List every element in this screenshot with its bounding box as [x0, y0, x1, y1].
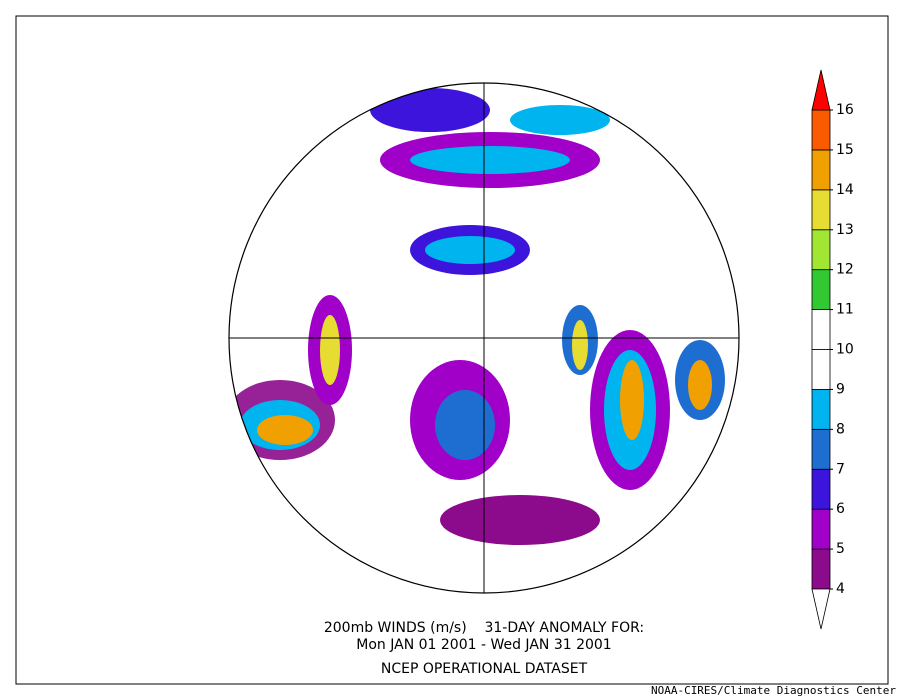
colorbar-label: 16 [836, 102, 854, 118]
colorbar-box [811, 109, 831, 151]
frame [15, 15, 889, 685]
colorbar-box [811, 428, 831, 470]
credit: NOAA-CIRES/Climate Diagnostics Center [651, 684, 896, 697]
colorbar-label: 10 [836, 342, 854, 358]
colorbar-label: 11 [836, 302, 854, 318]
anomaly-area [257, 415, 313, 445]
colorbar-label: 4 [836, 581, 845, 597]
anomaly-area [435, 390, 495, 460]
colorbar-label: 6 [836, 501, 845, 517]
colorbar-label: 12 [836, 262, 854, 278]
colorbar-label: 5 [836, 541, 845, 557]
colorbar-box [811, 189, 831, 231]
colorbar-label: 14 [836, 182, 854, 198]
colorbar-box [811, 508, 831, 550]
colorbar-label: 15 [836, 142, 854, 158]
colorbar-box [811, 229, 831, 271]
anomaly-area [410, 146, 570, 174]
caption-line: 200mb WINDS (m/s) 31-DAY ANOMALY FOR: [324, 620, 644, 636]
caption-line: Mon JAN 01 2001 - Wed JAN 31 2001 [356, 637, 611, 653]
colorbar-box [811, 548, 831, 590]
anomaly-area [425, 236, 515, 264]
anomaly-area [572, 320, 588, 370]
colorbar-label: 9 [836, 381, 845, 397]
colorbar-label: 13 [836, 222, 854, 238]
anomaly-area [320, 315, 340, 385]
colorbar-label: 8 [836, 421, 845, 437]
caption-line: NCEP OPERATIONAL DATASET [381, 661, 588, 677]
colorbar-box [811, 389, 831, 430]
colorbar-box [811, 149, 831, 191]
colorbar-over [811, 69, 831, 111]
wind-anomaly-field [229, 88, 725, 545]
colorbar-box [811, 468, 831, 510]
colorbar-box [811, 309, 831, 350]
colorbar-label: 7 [836, 461, 845, 477]
anomaly-area [688, 360, 712, 410]
colorbar: 4 5 6 7 8 9 10 11 12 13 14 15 16 [811, 69, 854, 630]
anomaly-area [510, 105, 610, 135]
colorbar-box [811, 349, 831, 390]
anomaly-area [620, 360, 644, 440]
anomaly-area [440, 495, 600, 545]
anomaly-area [370, 88, 490, 132]
colorbar-under [811, 588, 831, 630]
colorbar-box [811, 269, 831, 310]
